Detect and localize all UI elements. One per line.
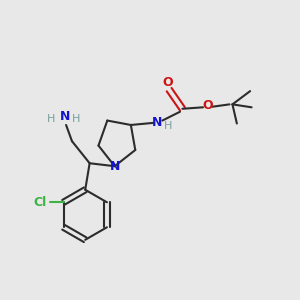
Text: N: N xyxy=(152,116,163,128)
Text: H: H xyxy=(72,114,80,124)
Text: Cl: Cl xyxy=(33,196,46,209)
Text: O: O xyxy=(202,99,213,112)
Text: N: N xyxy=(110,160,120,173)
Text: H: H xyxy=(47,114,56,124)
Text: N: N xyxy=(59,110,70,123)
Text: H: H xyxy=(164,122,172,131)
Text: O: O xyxy=(162,76,173,89)
